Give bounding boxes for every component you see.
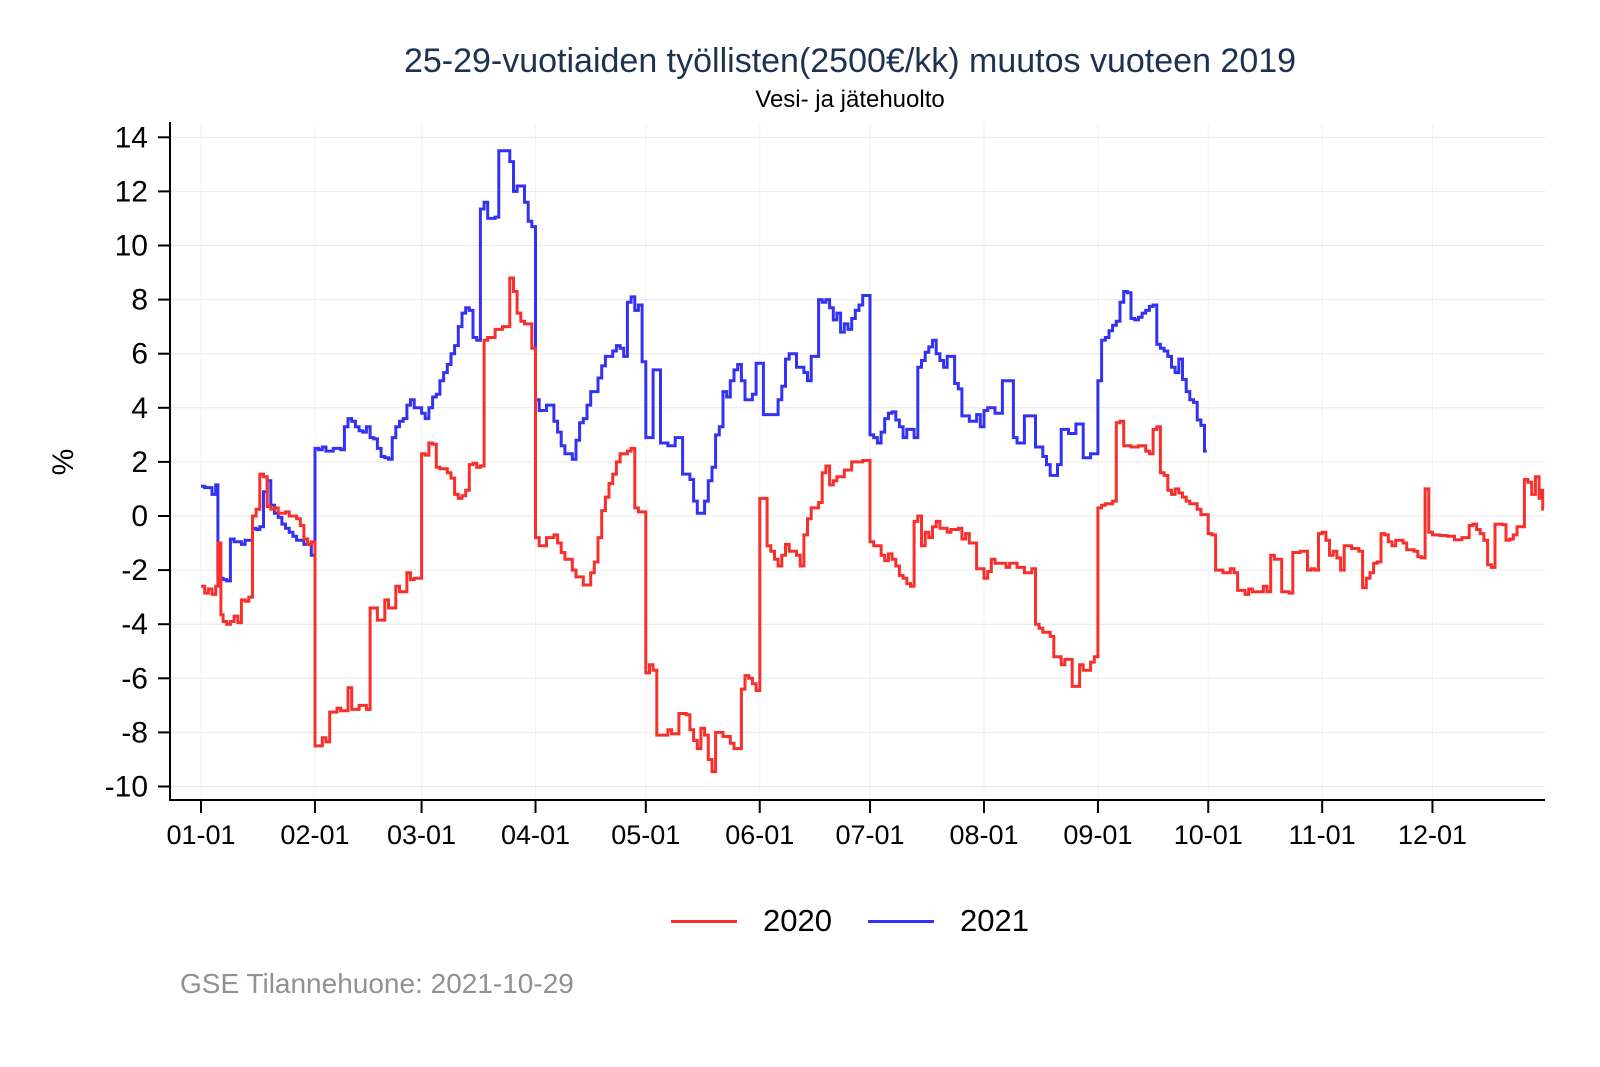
legend-label-2020: 2020 <box>763 903 832 938</box>
y-tick-label: 4 <box>131 392 148 425</box>
y-tick-label: -2 <box>121 554 148 587</box>
series-2020-line <box>201 276 1545 774</box>
chart-title: 25-29-vuotiaiden työllisten(2500€/kk) mu… <box>403 42 1297 80</box>
footer-note: GSE Tilannehuone: 2021-10-29 <box>180 968 574 999</box>
legend-swatch-2020 <box>671 919 738 923</box>
x-tick-label: 06-01 <box>725 820 794 850</box>
x-tick-label: 04-01 <box>501 820 570 850</box>
y-tick-label: 0 <box>131 500 148 533</box>
legend: 2020 2021 <box>100 903 1600 939</box>
legend-label-2021: 2021 <box>960 903 1029 938</box>
y-tick-label: 14 <box>115 121 148 154</box>
y-tick-label: -10 <box>105 771 148 804</box>
x-tick-label: 08-01 <box>949 820 1018 850</box>
x-tick-label: 05-01 <box>611 820 680 850</box>
legend-swatch-2021 <box>868 919 934 923</box>
x-tick-label: 07-01 <box>836 820 905 850</box>
y-tick-label: 8 <box>131 284 148 317</box>
y-tick-label: 2 <box>131 446 148 479</box>
series-2021-line <box>201 149 1207 583</box>
y-tick-label: -6 <box>121 662 148 695</box>
x-tick-label: 12-01 <box>1398 820 1467 850</box>
y-tick-label: 6 <box>131 338 148 371</box>
y-tick-label: -4 <box>121 608 148 641</box>
x-tick-label: 10-01 <box>1174 820 1243 850</box>
x-tick-label: 09-01 <box>1063 820 1132 850</box>
x-tick-label: 11-01 <box>1289 820 1356 850</box>
legend-item-2021: 2021 <box>868 903 1029 939</box>
x-tick-label: 02-01 <box>280 820 349 850</box>
y-tick-label: 10 <box>115 230 148 263</box>
x-tick-label: 01-01 <box>166 820 235 850</box>
chart-subtitle: Vesi- ja jätehuolto <box>755 86 945 113</box>
legend-item-2020: 2020 <box>671 903 832 939</box>
x-tick-label: 03-01 <box>387 820 456 850</box>
y-tick-label: -8 <box>121 716 148 749</box>
y-tick-label: 12 <box>115 175 148 208</box>
